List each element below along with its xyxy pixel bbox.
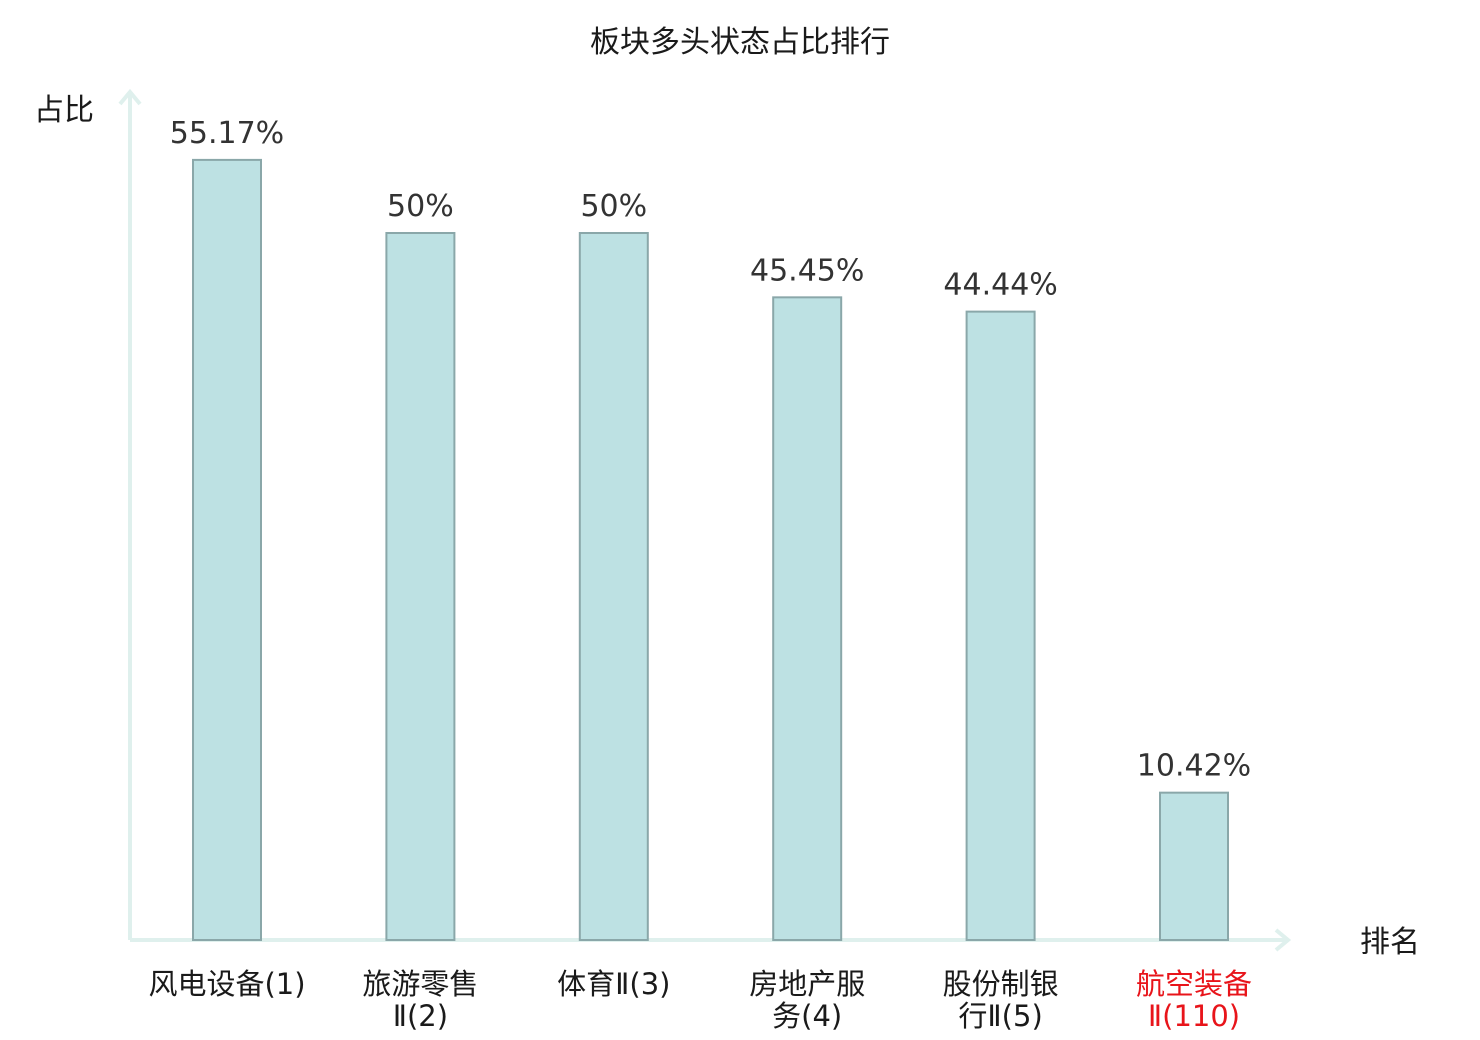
value-labels-group: 55.17% 50% 50% 45.45% 44.44% 10.42% xyxy=(170,116,1251,784)
category-label: 房地产服 xyxy=(749,967,865,1001)
value-label: 50% xyxy=(387,189,454,224)
category-label: 旅游零售 xyxy=(362,967,478,1001)
value-label: 44.44% xyxy=(943,268,1057,303)
value-label: 55.17% xyxy=(170,116,284,151)
bar xyxy=(1159,791,1229,941)
category-label: 风电设备(1) xyxy=(148,967,305,1001)
bar xyxy=(192,158,262,942)
category-label: 务(4) xyxy=(772,999,842,1033)
value-label: 45.45% xyxy=(750,253,864,288)
bars-group xyxy=(192,158,1229,942)
value-label: 50% xyxy=(580,189,647,224)
category-label: 行Ⅱ(5) xyxy=(958,999,1042,1033)
y-axis-arrow xyxy=(118,88,142,106)
chart-title: 板块多头状态占比排行 xyxy=(590,25,890,60)
x-axis-label: 排名 xyxy=(1360,925,1420,960)
bar xyxy=(772,296,843,942)
y-axis-label: 占比 xyxy=(34,93,94,128)
value-label: 10.42% xyxy=(1137,749,1251,784)
category-label: 股份制银 xyxy=(943,967,1059,1001)
category-label: 航空装备 xyxy=(1136,967,1252,1001)
category-label: Ⅱ(2) xyxy=(393,999,448,1033)
category-label: Ⅱ(110) xyxy=(1148,999,1240,1033)
bar xyxy=(578,232,649,941)
category-label: 体育Ⅱ(3) xyxy=(557,967,670,1001)
bar xyxy=(965,310,1036,941)
x-axis-arrow xyxy=(1274,928,1292,952)
bar xyxy=(385,232,456,941)
